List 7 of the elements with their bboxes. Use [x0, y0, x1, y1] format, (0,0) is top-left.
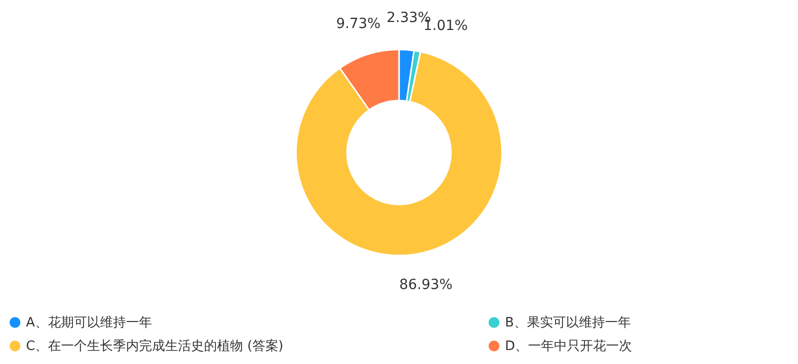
data-label: 86.93% [399, 276, 453, 293]
legend-label: C、在一个生长季内完成生活史的植物 (答案) [26, 338, 284, 354]
legend-label: B、果实可以维持一年 [505, 315, 631, 330]
donut-slice [295, 51, 503, 256]
legend-label: A、花期可以维持一年 [26, 315, 152, 330]
data-label: 9.73% [336, 16, 381, 32]
legend-label: D、一年中只开花一次 [505, 339, 632, 354]
